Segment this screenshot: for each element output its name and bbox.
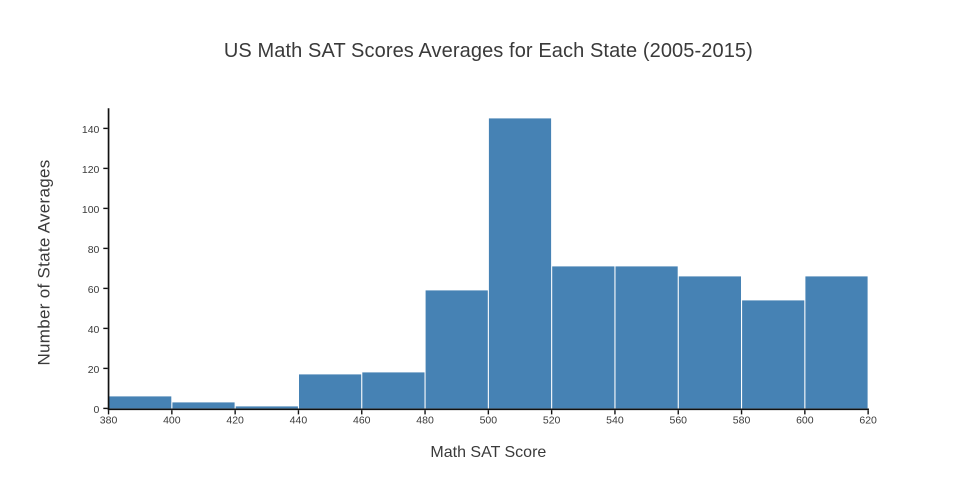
svg-text:120: 120: [82, 164, 100, 176]
svg-text:540: 540: [606, 415, 624, 427]
svg-text:480: 480: [416, 415, 434, 427]
svg-text:100: 100: [82, 204, 100, 216]
svg-text:140: 140: [82, 124, 100, 136]
svg-text:400: 400: [163, 415, 181, 427]
svg-text:460: 460: [353, 415, 371, 427]
svg-text:20: 20: [88, 364, 100, 376]
svg-text:US Math SAT Scores Averages fo: US Math SAT Scores Averages for Each Sta…: [224, 40, 753, 62]
svg-text:40: 40: [88, 324, 100, 336]
svg-text:560: 560: [669, 415, 687, 427]
svg-text:580: 580: [733, 415, 751, 427]
svg-text:60: 60: [88, 284, 100, 296]
svg-text:520: 520: [543, 415, 561, 427]
svg-text:420: 420: [226, 415, 244, 427]
svg-text:600: 600: [796, 415, 814, 427]
svg-text:500: 500: [480, 415, 498, 427]
svg-text:0: 0: [94, 404, 100, 416]
svg-text:80: 80: [88, 244, 100, 256]
svg-text:620: 620: [859, 415, 877, 427]
svg-text:380: 380: [100, 415, 118, 427]
svg-text:440: 440: [290, 415, 308, 427]
svg-text:Number of State Averages: Number of State Averages: [35, 159, 54, 365]
svg-text:Math SAT Score: Math SAT Score: [430, 444, 546, 461]
